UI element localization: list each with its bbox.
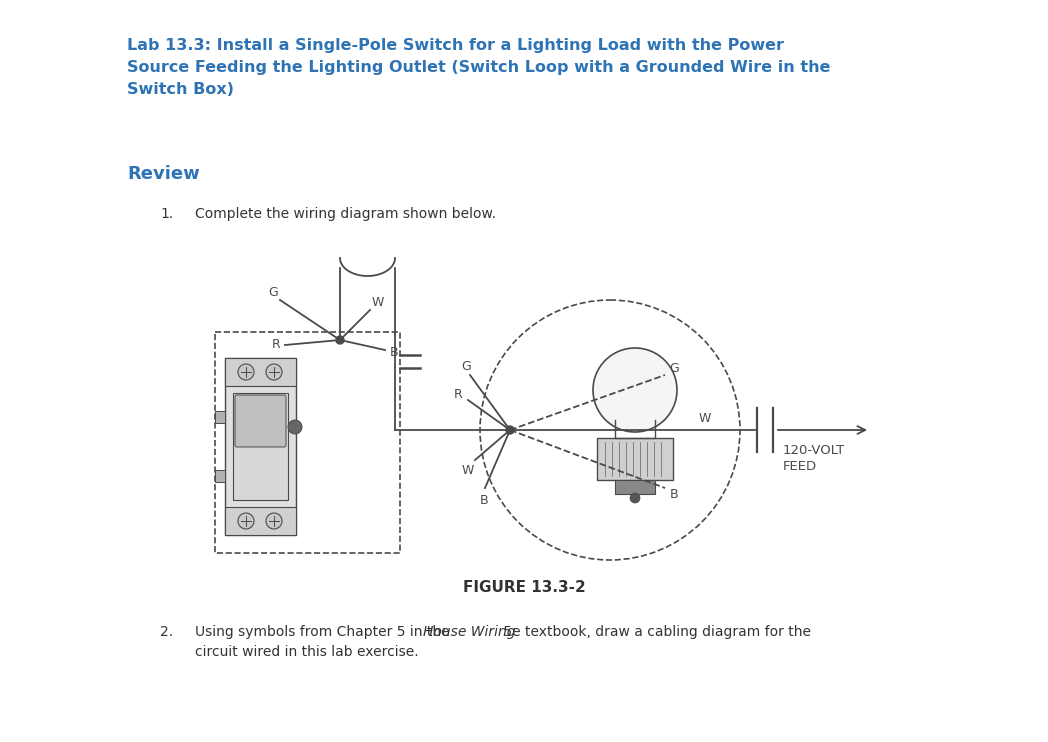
Circle shape: [238, 513, 254, 529]
Bar: [215, 470, 225, 482]
Text: House Wiring: House Wiring: [423, 625, 516, 639]
Text: 5e textbook, draw a cabling diagram for the: 5e textbook, draw a cabling diagram for …: [499, 625, 811, 639]
Bar: [233, 393, 288, 500]
Text: W: W: [372, 295, 385, 309]
Text: circuit wired in this lab exercise.: circuit wired in this lab exercise.: [195, 645, 418, 659]
Bar: [597, 438, 673, 480]
Text: FEED: FEED: [783, 460, 817, 473]
Text: G: G: [461, 360, 471, 372]
FancyBboxPatch shape: [235, 395, 286, 447]
Text: Lab 13.3: Install a Single-Pole Switch for a Lighting Load with the Power: Lab 13.3: Install a Single-Pole Switch f…: [127, 38, 784, 53]
Text: 2.: 2.: [160, 625, 173, 639]
Circle shape: [266, 364, 282, 380]
Circle shape: [238, 364, 254, 380]
Text: FIGURE 13.3-2: FIGURE 13.3-2: [462, 580, 586, 595]
Bar: [225, 507, 296, 535]
Circle shape: [630, 493, 640, 503]
Text: R: R: [454, 387, 462, 401]
Bar: [225, 358, 296, 386]
Text: Using symbols from Chapter 5 in the: Using symbols from Chapter 5 in the: [195, 625, 454, 639]
Text: Complete the wiring diagram shown below.: Complete the wiring diagram shown below.: [195, 207, 496, 221]
Circle shape: [266, 513, 282, 529]
Text: W: W: [462, 464, 474, 476]
Text: W: W: [699, 412, 712, 424]
Text: G: G: [268, 286, 278, 298]
Text: B: B: [390, 346, 398, 358]
Bar: [615, 480, 655, 494]
Circle shape: [288, 420, 302, 434]
Text: G: G: [669, 361, 679, 375]
Circle shape: [336, 336, 344, 344]
Bar: [215, 411, 225, 423]
Text: R: R: [271, 338, 281, 352]
Text: Review: Review: [127, 165, 200, 183]
Text: 120-VOLT: 120-VOLT: [783, 444, 846, 457]
Bar: [215, 332, 400, 553]
Bar: [225, 358, 296, 535]
Text: B: B: [670, 488, 678, 502]
Circle shape: [506, 426, 514, 434]
Text: Source Feeding the Lighting Outlet (Switch Loop with a Grounded Wire in the: Source Feeding the Lighting Outlet (Swit…: [127, 60, 830, 75]
Text: 1.: 1.: [160, 207, 173, 221]
Circle shape: [593, 348, 677, 432]
Text: B: B: [480, 493, 488, 507]
Text: Switch Box): Switch Box): [127, 82, 234, 97]
